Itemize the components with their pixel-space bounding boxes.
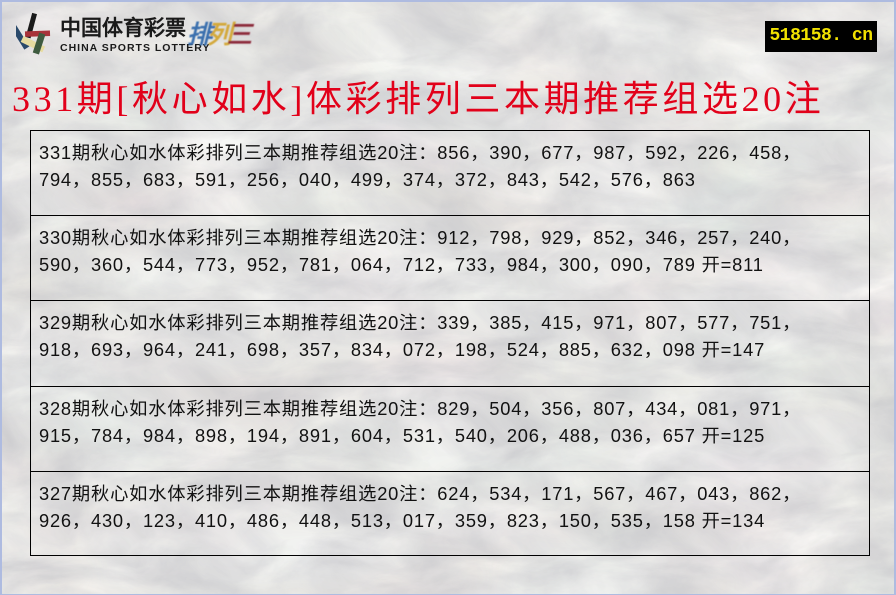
svg-text:中国体育彩票: 中国体育彩票 (60, 16, 186, 40)
svg-text:三: 三 (227, 21, 255, 49)
